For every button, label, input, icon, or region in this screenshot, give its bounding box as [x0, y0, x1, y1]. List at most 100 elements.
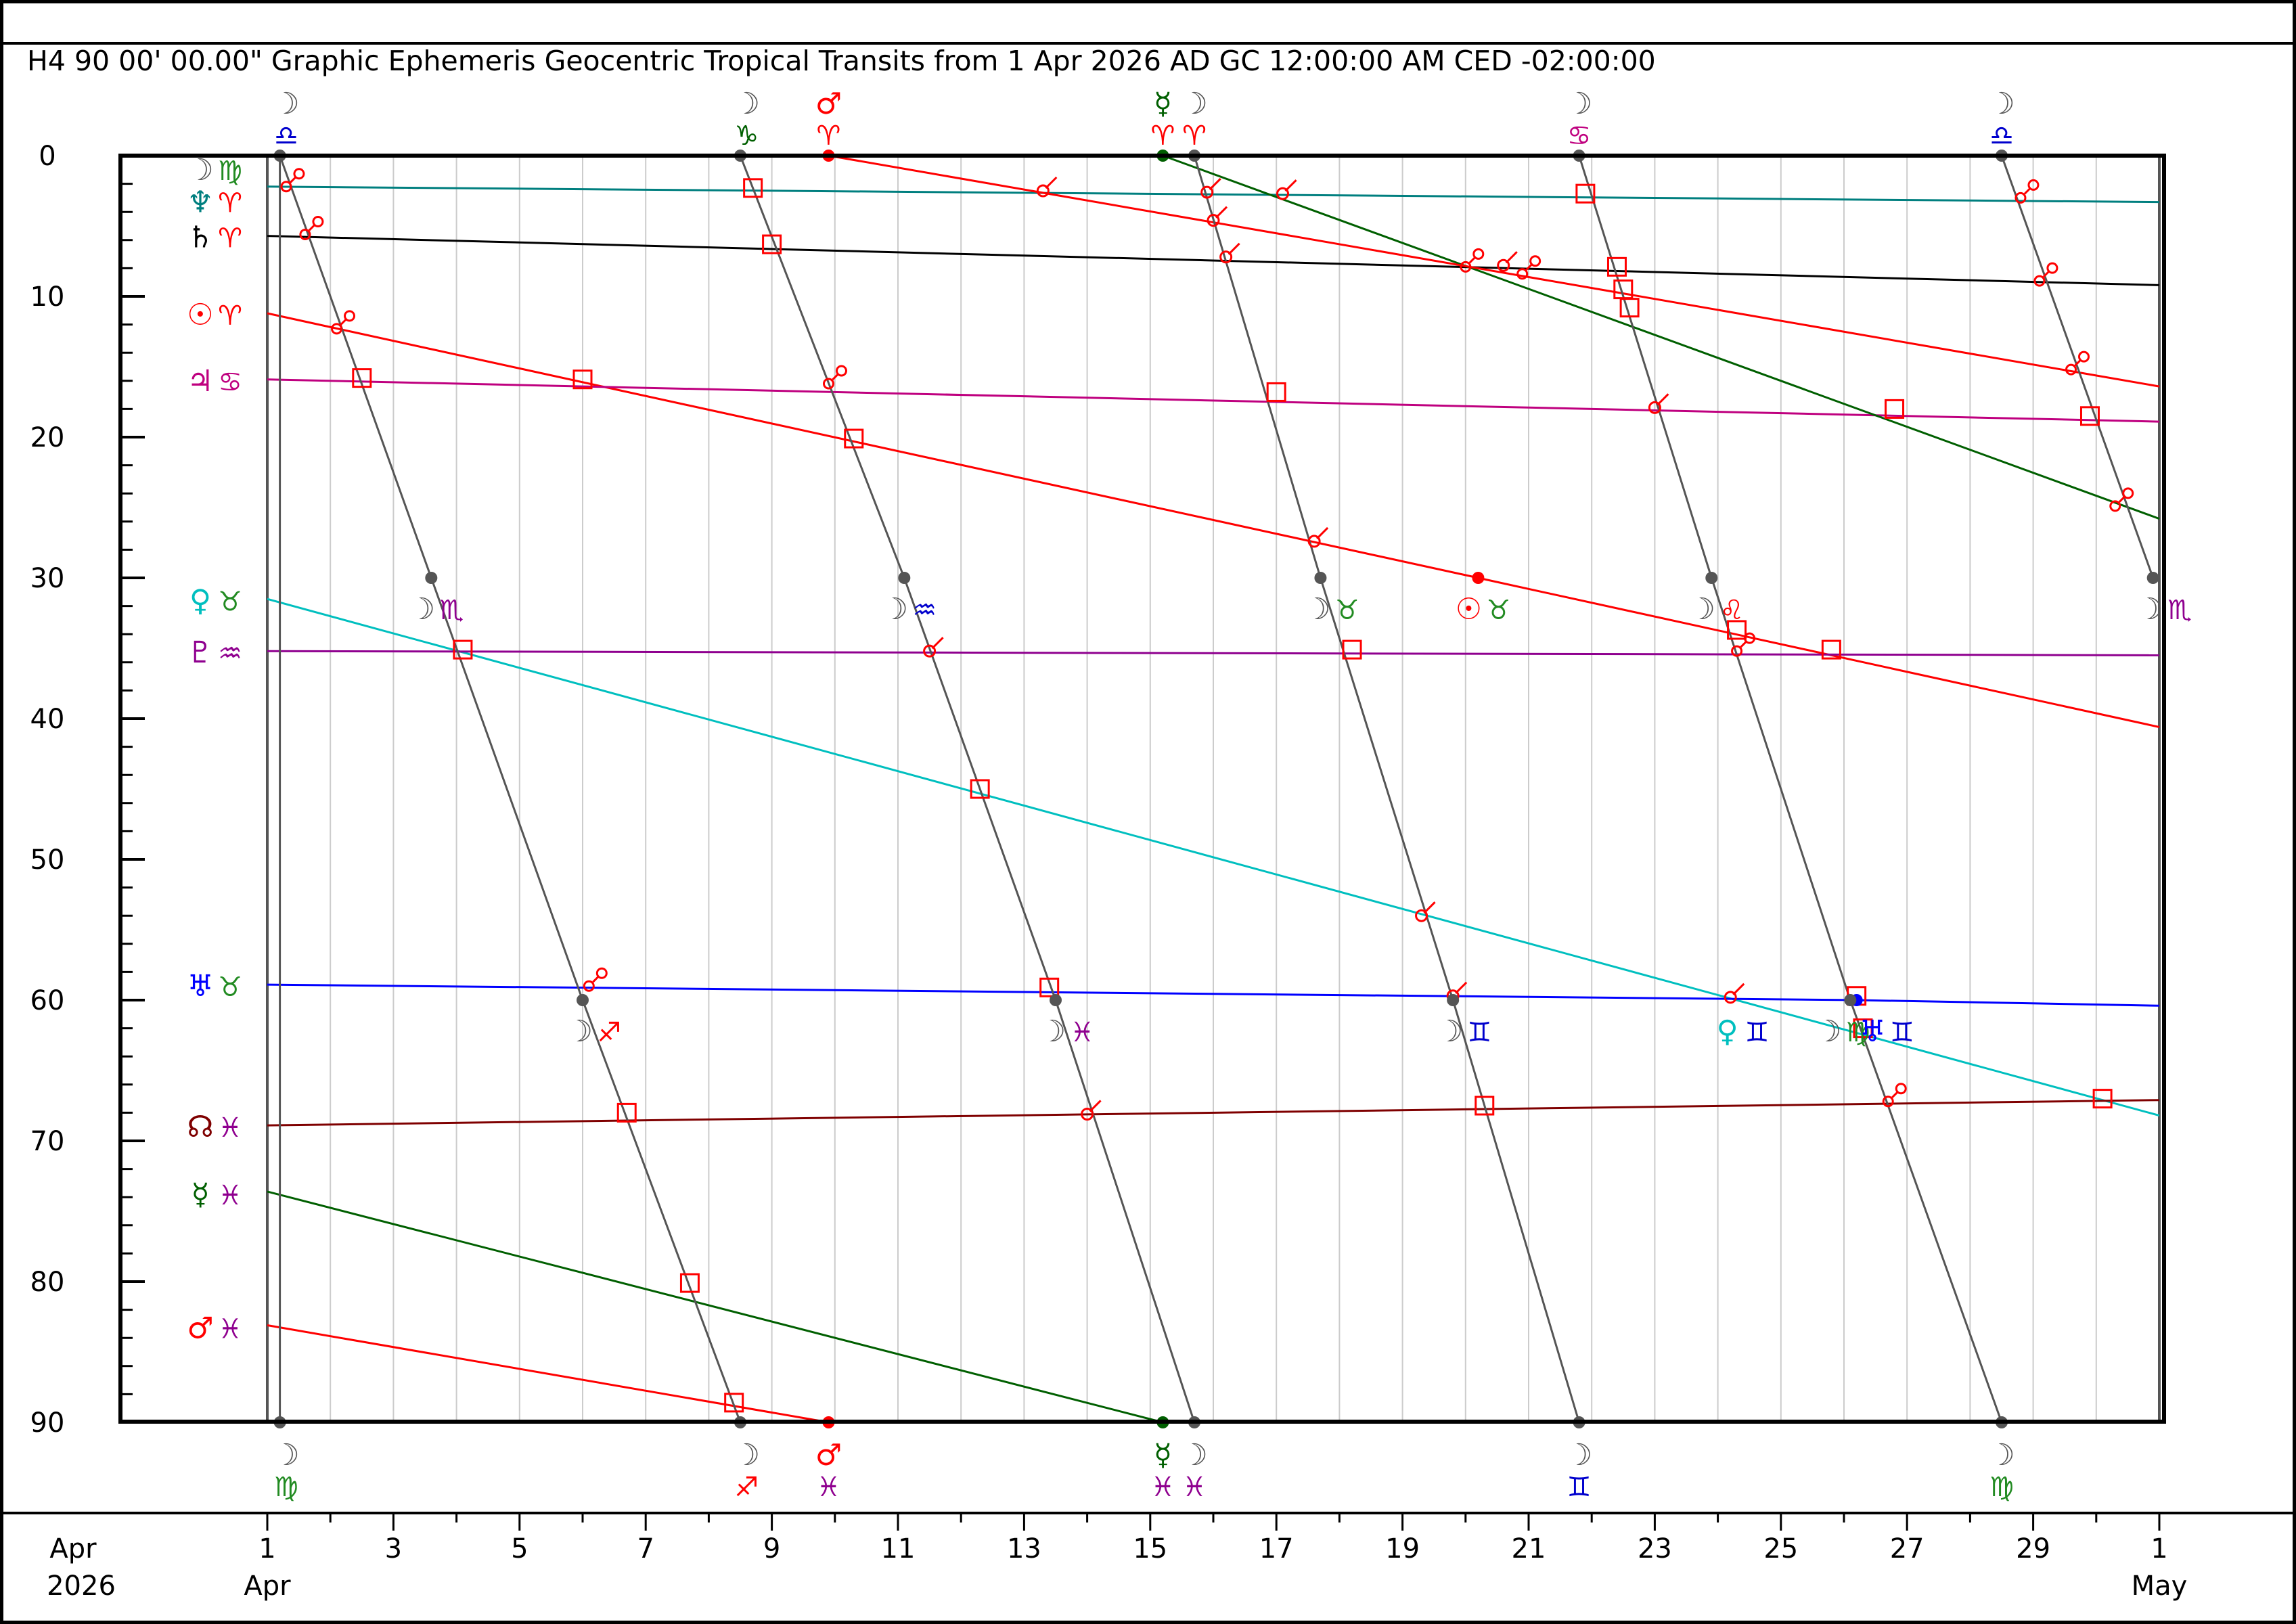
planet-glyph: ☉ [187, 298, 213, 332]
planet-glyph: ☊ [187, 1110, 213, 1144]
aspect-opposition-marker-far [2122, 487, 2134, 499]
sign-glyph: ♊ [1567, 1472, 1592, 1503]
planet-glyph: ☉ [1456, 592, 1482, 627]
series-line [267, 1099, 2160, 1127]
aspect-opposition-stroke [1525, 263, 1533, 271]
sign-glyph: ♓ [1182, 1472, 1207, 1503]
aspect-square-marker [1885, 399, 1905, 419]
aspect-sextile-stroke [1505, 251, 1518, 264]
planet-glyph: ☿ [1154, 1438, 1172, 1472]
planet-glyph: ☽ [2136, 592, 2163, 627]
planet-glyph: ☽ [1437, 1014, 1463, 1049]
x-tick-label: 13 [1007, 1533, 1041, 1564]
sign-glyph: ♍ [1846, 1017, 1870, 1048]
sign-glyph: ♓ [218, 1314, 242, 1345]
sign-glyph: ♐ [734, 1472, 759, 1503]
x-tick-label: 23 [1638, 1533, 1672, 1564]
aspect-opposition-marker-far [2078, 351, 2090, 363]
sign-glyph: ♊ [1745, 1017, 1770, 1048]
aspect-square-marker [679, 1273, 700, 1293]
aspect-opposition-marker [1516, 268, 1529, 280]
aspect-opposition-stroke [2074, 359, 2081, 367]
sign-glyph: ♋ [1567, 120, 1592, 152]
aspect-opposition-marker [1882, 1096, 1894, 1108]
sign-glyph: ♈ [1182, 120, 1207, 152]
aspect-opposition-marker-far [595, 967, 608, 979]
aspect-square-marker [616, 1102, 637, 1123]
sign-glyph: ♎ [274, 120, 298, 152]
sign-glyph: ♈ [218, 223, 242, 254]
aspect-opposition-marker [1731, 645, 1743, 657]
aspect-opposition-marker [2033, 275, 2046, 287]
aspect-sextile-marker [1200, 185, 1214, 199]
series-line [267, 1324, 829, 1424]
aspect-markers [280, 168, 2134, 1413]
x-tick-label: 9 [763, 1533, 780, 1564]
aspect-sextile-marker [1415, 909, 1428, 922]
aspect-opposition-stroke [2118, 495, 2125, 503]
series-line [267, 1190, 1163, 1424]
x-tick-label: 1 [258, 1533, 275, 1564]
x-tick-label: 17 [1259, 1533, 1294, 1564]
planet-glyph: ☽ [566, 1014, 593, 1049]
x-tick-label: 25 [1763, 1533, 1798, 1564]
aspect-opposition-stroke [2042, 271, 2050, 278]
aspect-opposition-stroke [832, 373, 839, 381]
aspect-square-marker [844, 428, 864, 449]
aspect-opposition-stroke [289, 176, 297, 183]
event-dots [273, 150, 2159, 1428]
event-dot [1472, 572, 1485, 584]
aspect-opposition-stroke [592, 976, 600, 983]
aspect-square-marker [1727, 620, 1747, 640]
aspect-sextile-stroke [931, 637, 944, 650]
y-tick-label: 90 [30, 1407, 65, 1439]
aspect-square-marker [762, 234, 782, 254]
aspect-sextile-stroke [1215, 206, 1228, 219]
sign-glyph: ♏ [2167, 595, 2192, 626]
x-tick-label: 7 [637, 1533, 654, 1564]
aspect-sextile-stroke [1284, 179, 1297, 192]
aspect-opposition-marker [2109, 500, 2121, 512]
planet-glyph: ☽ [1039, 1014, 1066, 1049]
aspect-opposition-stroke [340, 318, 347, 325]
series-line [828, 154, 2160, 388]
sign-glyph: ♈ [817, 120, 841, 152]
planet-glyph: ☽ [1566, 87, 1592, 121]
event-dot [1447, 994, 1460, 1006]
series-line [1162, 154, 2160, 520]
planet-glyph: ♅ [187, 969, 213, 1003]
series-lines [267, 154, 2160, 1424]
planet-glyph: ☽ [273, 87, 299, 121]
planet-glyph: ♃ [187, 364, 213, 399]
aspect-square-marker [352, 368, 372, 388]
sign-glyph: ♉ [1335, 595, 1359, 626]
planet-glyph: ☽ [409, 592, 435, 627]
aspect-square-marker [1619, 298, 1640, 318]
aspect-opposition-marker [822, 378, 834, 390]
y-axis: 0 10 20 30 40 50 60 70 80 90 [30, 141, 145, 1439]
x-tick-label: 5 [511, 1533, 528, 1564]
sign-glyph: ♍ [1989, 1472, 2014, 1503]
planet-glyph: ♂ [815, 1438, 842, 1472]
series-line [267, 650, 2160, 656]
aspect-opposition-marker [1460, 261, 1472, 273]
sign-glyph: ♓ [817, 1472, 841, 1503]
aspect-opposition-stroke [2023, 187, 2031, 195]
series-line [1578, 155, 2003, 1423]
sign-glyph: ♍ [218, 156, 242, 187]
x-tick-label: 27 [1890, 1533, 1924, 1564]
y-tick-label: 20 [30, 422, 65, 453]
planet-glyph: ☽ [187, 153, 213, 187]
x-tick-label: 19 [1385, 1533, 1420, 1564]
planet-glyph: ☽ [1815, 1014, 1841, 1049]
aspect-opposition-marker [583, 980, 595, 992]
aspect-opposition-marker-far [312, 215, 324, 227]
sign-glyph: ♊ [1890, 1017, 1914, 1048]
planet-glyph: ☽ [1566, 1438, 1592, 1472]
series-line [2000, 155, 2155, 579]
aspect-square-marker [743, 178, 763, 198]
series-line [1193, 155, 1581, 1423]
